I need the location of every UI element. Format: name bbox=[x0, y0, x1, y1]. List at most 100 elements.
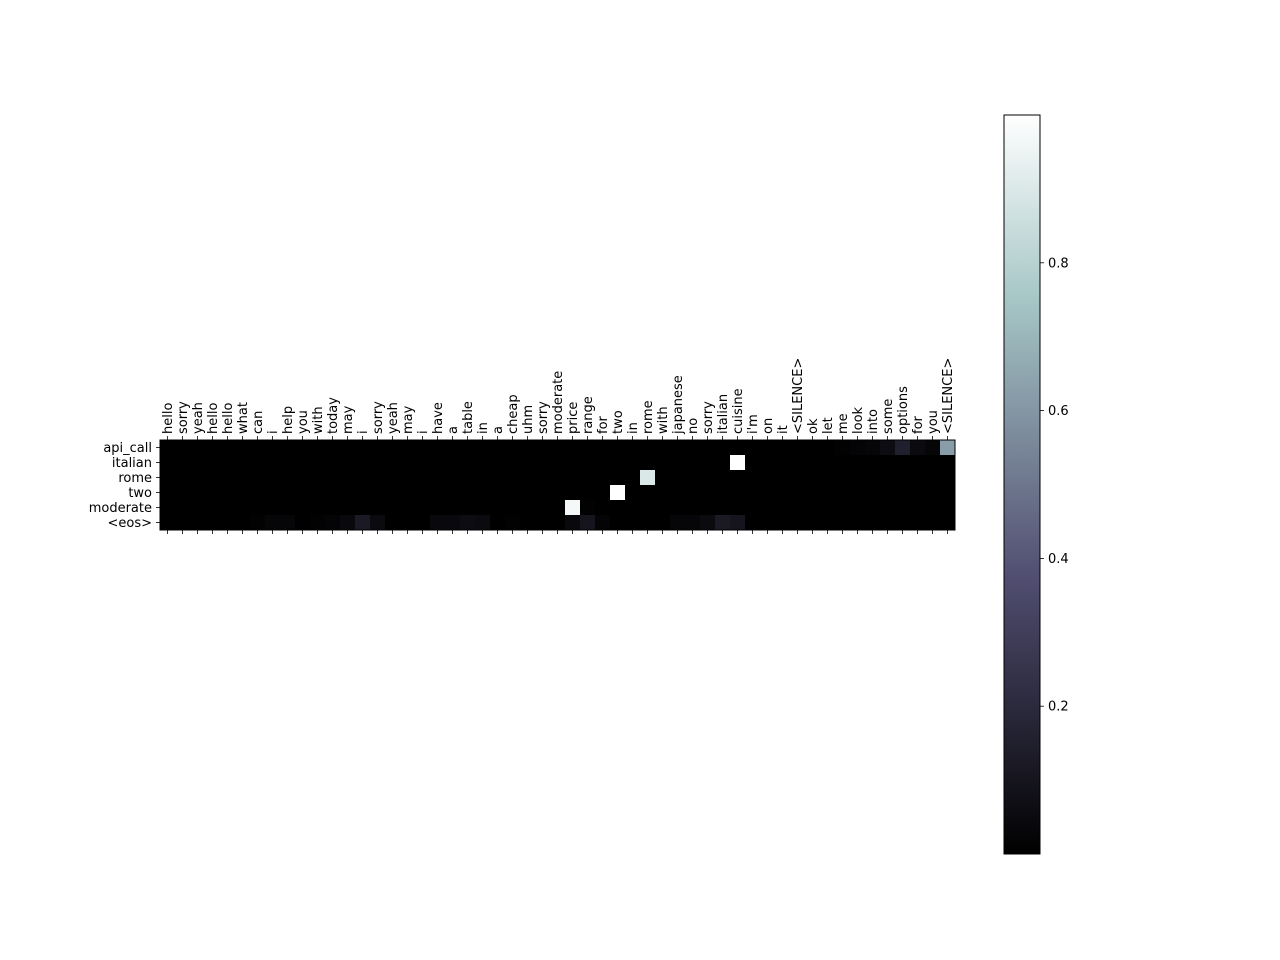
x-tick-label: hello bbox=[161, 403, 176, 434]
x-tick-label: what bbox=[236, 402, 251, 434]
heatmap-cell bbox=[520, 515, 536, 531]
heatmap-cell bbox=[265, 485, 281, 501]
heatmap-cell bbox=[700, 500, 716, 516]
heatmap-cell bbox=[370, 470, 386, 486]
heatmap-cell bbox=[415, 440, 431, 456]
heatmap-cell bbox=[445, 455, 461, 471]
heatmap-cell bbox=[160, 440, 176, 456]
heatmap-cell bbox=[235, 500, 251, 516]
heatmap-cell bbox=[250, 485, 266, 501]
heatmap-cell bbox=[745, 515, 761, 531]
heatmap-cell bbox=[880, 500, 896, 516]
heatmap-cell bbox=[190, 500, 206, 516]
heatmap-cell bbox=[730, 485, 746, 501]
heatmap-cell bbox=[715, 470, 731, 486]
heatmap-cell bbox=[385, 515, 401, 531]
heatmap-cell bbox=[235, 515, 251, 531]
heatmap-cell bbox=[625, 470, 641, 486]
x-axis-ticks bbox=[167, 436, 948, 534]
heatmap-cell bbox=[700, 440, 716, 456]
heatmap-cell bbox=[445, 440, 461, 456]
heatmap-cell bbox=[775, 470, 791, 486]
heatmap-cell bbox=[325, 440, 341, 456]
heatmap-cell bbox=[310, 455, 326, 471]
heatmap-cell bbox=[835, 440, 851, 456]
heatmap-cell bbox=[910, 500, 926, 516]
heatmap-cell bbox=[850, 515, 866, 531]
heatmap-cell bbox=[760, 515, 776, 531]
heatmap-cell bbox=[865, 515, 881, 531]
x-axis-labels: hello sorry yeah hello hello what can i help you w… bbox=[161, 358, 956, 435]
heatmap-cell bbox=[175, 500, 191, 516]
heatmap-cell bbox=[925, 455, 941, 471]
heatmap-cell bbox=[580, 440, 596, 456]
heatmap-cell bbox=[205, 440, 221, 456]
heatmap-cell bbox=[445, 470, 461, 486]
heatmap-cell bbox=[415, 470, 431, 486]
colorbar bbox=[1003, 114, 1041, 855]
heatmap-cell bbox=[610, 485, 626, 501]
heatmap-cell bbox=[700, 470, 716, 486]
heatmap-cell bbox=[730, 455, 746, 471]
heatmap-cell bbox=[310, 485, 326, 501]
heatmap-cell bbox=[850, 455, 866, 471]
heatmap-cell bbox=[520, 485, 536, 501]
heatmap-cell bbox=[340, 455, 356, 471]
heatmap-cell bbox=[190, 515, 206, 531]
heatmap-cell bbox=[505, 485, 521, 501]
heatmap-cell bbox=[625, 500, 641, 516]
heatmap-cell bbox=[250, 440, 266, 456]
heatmap-cell bbox=[640, 515, 656, 531]
heatmap-cell bbox=[160, 500, 176, 516]
heatmap-cell bbox=[775, 455, 791, 471]
heatmap-cell bbox=[280, 470, 296, 486]
heatmap-cell bbox=[565, 500, 581, 516]
heatmap-cell bbox=[745, 485, 761, 501]
x-tick-label: moderate bbox=[551, 371, 566, 434]
heatmap-cell bbox=[385, 470, 401, 486]
heatmap-cell bbox=[370, 515, 386, 531]
heatmap-cell bbox=[790, 500, 806, 516]
heatmap-cell bbox=[295, 470, 311, 486]
heatmap-cell bbox=[325, 455, 341, 471]
heatmap-cell bbox=[490, 440, 506, 456]
heatmap-cell bbox=[475, 440, 491, 456]
heatmap-cell bbox=[940, 515, 956, 531]
heatmap-cell bbox=[295, 485, 311, 501]
x-tick-label: have bbox=[431, 402, 446, 434]
heatmap-cell bbox=[490, 515, 506, 531]
heatmap-cell bbox=[610, 515, 626, 531]
heatmap-cell bbox=[940, 470, 956, 486]
colorbar-tick-label: 0.4 bbox=[1048, 552, 1069, 567]
heatmap-cell bbox=[685, 470, 701, 486]
heatmap-cell bbox=[220, 440, 236, 456]
x-tick-label: i bbox=[356, 430, 371, 434]
heatmap-cell bbox=[910, 455, 926, 471]
heatmap-cell bbox=[850, 440, 866, 456]
heatmap-cell bbox=[730, 440, 746, 456]
heatmap-cell bbox=[580, 500, 596, 516]
x-tick-label: for bbox=[596, 415, 611, 434]
heatmap-cell bbox=[625, 515, 641, 531]
heatmap-cell bbox=[640, 500, 656, 516]
heatmap-cell bbox=[220, 470, 236, 486]
heatmap-cell bbox=[295, 515, 311, 531]
heatmap-cell bbox=[700, 485, 716, 501]
heatmap-cell bbox=[355, 515, 371, 531]
heatmap-cell bbox=[205, 500, 221, 516]
heatmap-cell bbox=[550, 470, 566, 486]
heatmap-cell bbox=[310, 500, 326, 516]
x-tick-label: into bbox=[866, 409, 881, 434]
heatmap-cell bbox=[895, 515, 911, 531]
heatmap-cell bbox=[580, 485, 596, 501]
heatmap-cell bbox=[280, 485, 296, 501]
heatmap-cell bbox=[595, 470, 611, 486]
heatmap-cell bbox=[220, 485, 236, 501]
heatmap-cell bbox=[760, 485, 776, 501]
heatmap-cell bbox=[475, 470, 491, 486]
heatmap-cell bbox=[265, 500, 281, 516]
heatmap-cell bbox=[925, 500, 941, 516]
heatmap-cell bbox=[655, 455, 671, 471]
x-tick-label: sorry bbox=[176, 401, 191, 434]
